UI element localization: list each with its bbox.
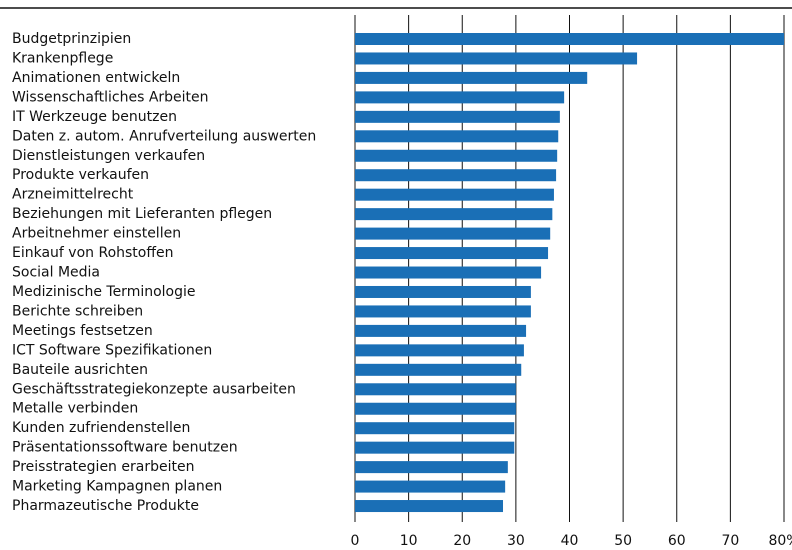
y-tick-label: Social Media bbox=[12, 265, 100, 281]
y-tick-label: Animationen entwickeln bbox=[12, 70, 180, 86]
bar bbox=[355, 402, 516, 415]
x-tick-label: 0 bbox=[351, 533, 360, 549]
x-tick-label: 80% bbox=[768, 533, 792, 549]
bar bbox=[355, 33, 784, 45]
bar bbox=[355, 344, 524, 357]
y-tick-label: ICT Software Spezifikationen bbox=[12, 342, 212, 358]
y-tick-label: Einkauf von Rohstoffen bbox=[12, 245, 174, 261]
bar bbox=[355, 130, 559, 143]
bar bbox=[355, 149, 558, 162]
bar bbox=[355, 52, 638, 65]
y-tick-label: Marketing Kampagnen planen bbox=[12, 479, 222, 495]
y-tick-label: Bauteile ausrichten bbox=[12, 362, 148, 378]
y-tick-label: Medizinische Terminologie bbox=[12, 284, 196, 300]
bar bbox=[355, 169, 557, 182]
y-tick-label: Kunden zufriendenstellen bbox=[12, 420, 190, 436]
y-tick-label: IT Werkzeuge benutzen bbox=[12, 109, 177, 125]
bar bbox=[355, 208, 553, 221]
y-tick-label: Berichte schreiben bbox=[12, 303, 143, 319]
y-tick-label: Preisstrategien erarbeiten bbox=[12, 459, 194, 475]
bar bbox=[355, 363, 522, 376]
y-tick-label: Metalle verbinden bbox=[12, 401, 138, 417]
bar bbox=[355, 480, 506, 493]
y-tick-label: Budgetprinzipien bbox=[12, 31, 131, 47]
y-tick-label: Beziehungen mit Lieferanten pflegen bbox=[12, 206, 272, 222]
x-tick-label: 30 bbox=[507, 533, 525, 549]
y-tick-label: Wissenschaftliches Arbeiten bbox=[12, 89, 209, 105]
bar bbox=[355, 324, 527, 337]
y-tick-label: Meetings festsetzen bbox=[12, 323, 153, 339]
bar bbox=[355, 500, 504, 513]
y-tick-label: Dienstleistungen verkaufen bbox=[12, 148, 205, 164]
x-tick-label: 50 bbox=[614, 533, 632, 549]
bar bbox=[355, 91, 565, 104]
x-tick-label: 20 bbox=[453, 533, 471, 549]
y-tick-label: Pharmazeutische Produkte bbox=[12, 498, 199, 514]
bar bbox=[355, 247, 549, 260]
y-tick-label: Daten z. autom. Anrufverteilung auswerte… bbox=[12, 128, 316, 144]
bar bbox=[355, 285, 531, 298]
bar bbox=[355, 71, 588, 84]
bar bbox=[355, 383, 516, 396]
y-tick-label: Präsentationssoftware benutzen bbox=[12, 440, 238, 456]
x-tick-label: 70 bbox=[721, 533, 739, 549]
x-tick-label: 10 bbox=[400, 533, 418, 549]
y-tick-label: Produkte verkaufen bbox=[12, 167, 149, 183]
bar bbox=[355, 305, 531, 318]
bar bbox=[355, 266, 542, 279]
y-tick-label: Geschäftsstrategiekonzepte ausarbeiten bbox=[12, 381, 296, 397]
y-tick-label: Arzneimittelrecht bbox=[12, 187, 134, 203]
y-tick-label: Arbeitnehmer einstellen bbox=[12, 226, 181, 242]
bar bbox=[355, 188, 554, 201]
x-tick-label: 40 bbox=[561, 533, 579, 549]
bar bbox=[355, 422, 515, 435]
y-tick-label: Krankenpflege bbox=[12, 50, 113, 66]
x-tick-label: 60 bbox=[668, 533, 686, 549]
bar bbox=[355, 461, 508, 474]
bar bbox=[355, 110, 560, 123]
bar bbox=[355, 227, 551, 240]
bar bbox=[355, 441, 515, 454]
